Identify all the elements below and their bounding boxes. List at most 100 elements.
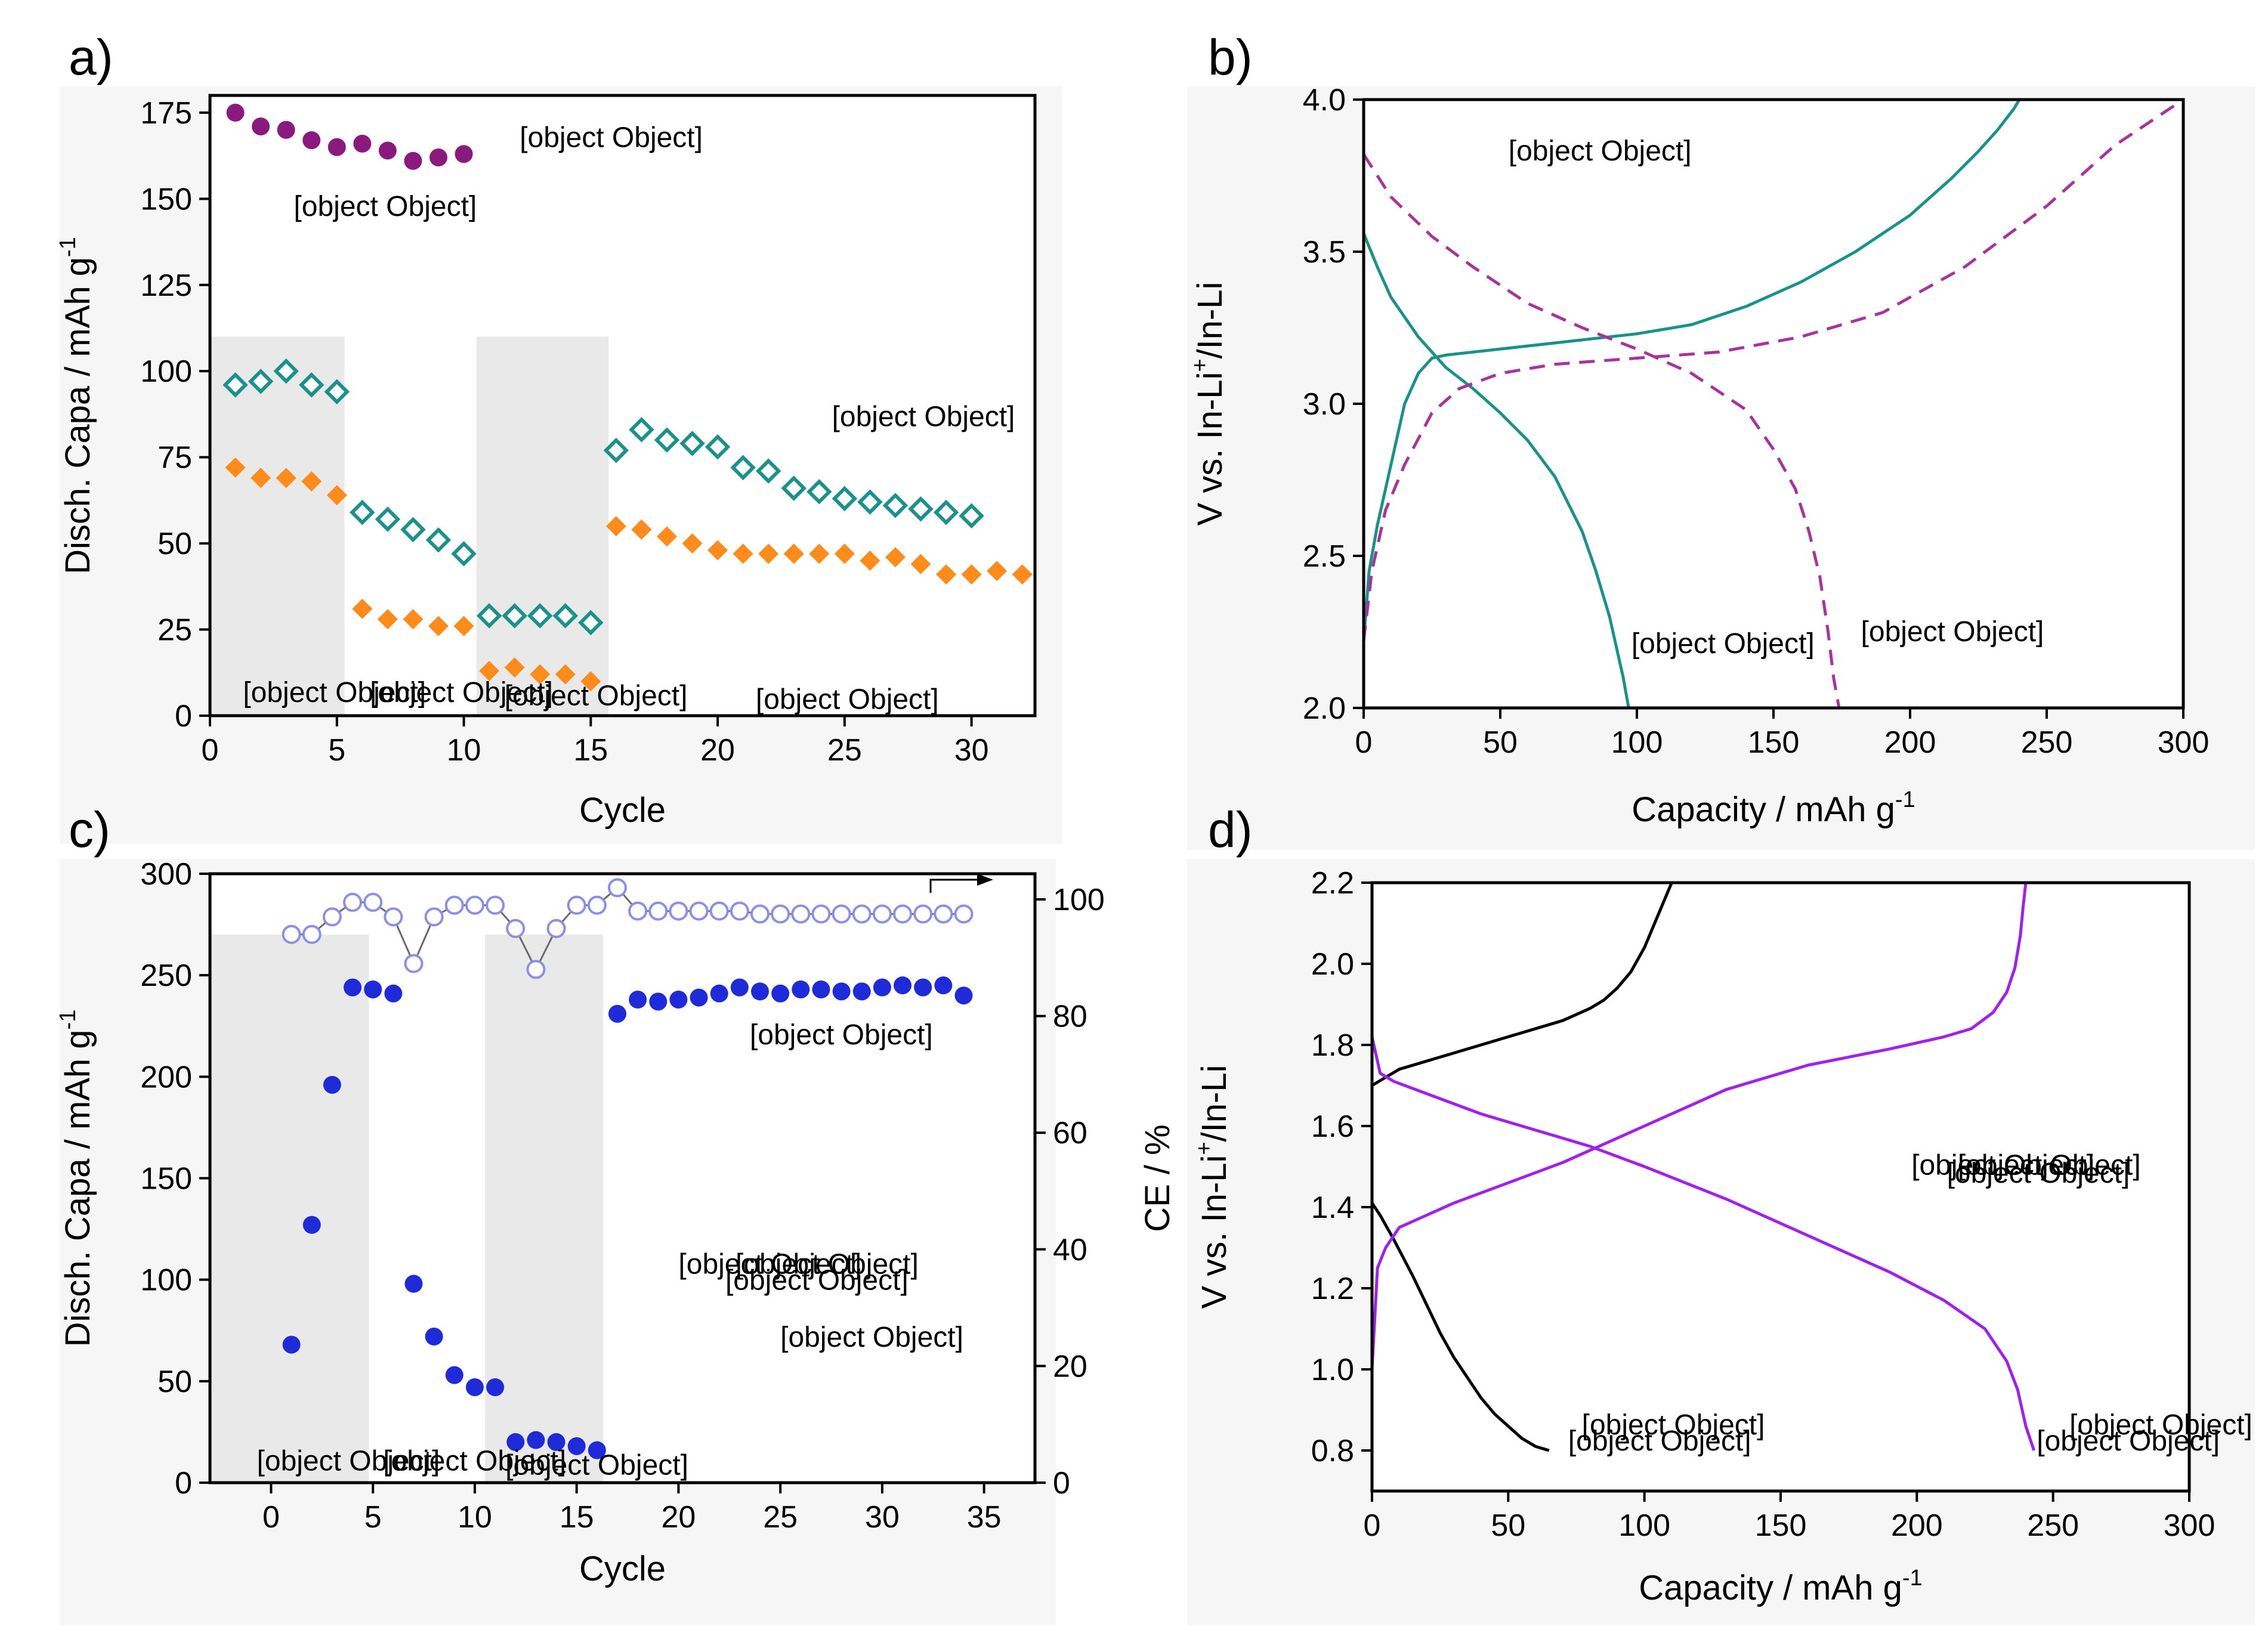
x-tick-label: 35 [967,1500,1002,1535]
data-point [707,540,728,561]
y-tick-label: 200 [140,1060,192,1094]
plot-frame [1370,881,2191,1493]
data-point [248,369,274,394]
data-point [750,904,770,924]
data-point [910,553,931,574]
data-point [384,984,403,1003]
data-point [465,895,484,915]
data-point [479,660,500,681]
data-point [455,145,473,163]
data-point [913,904,933,924]
x-axis-label-main: Capacity / mAh g [1639,1569,1902,1607]
data-point [832,904,851,924]
x-tick-label: 15 [560,1500,594,1535]
data-point [771,984,790,1003]
data-point [302,924,322,944]
data-point [403,609,424,630]
x-tick-label: 150 [1755,1508,1807,1543]
data-point [733,543,753,564]
data-point [730,978,749,997]
data-point [689,901,709,921]
data-point [608,1004,626,1023]
data-point [656,526,677,547]
x-axis-label: Capacity / mAh g-1 [1632,787,1915,829]
x-tick-label: 30 [865,1500,900,1535]
data-point [649,992,668,1011]
x-tick-label: 0 [262,1500,280,1535]
y2-tick-label: 100 [1053,883,1105,917]
y-tick-label: 2.2 [1311,866,1354,901]
plot-frame [208,872,1037,1484]
data-point [378,141,397,160]
x-axis-label-main: Capacity / mAh g [1632,790,1895,829]
x-tick-label: 300 [2164,1508,2216,1543]
y-tick-label: 150 [140,1162,192,1196]
data-point [792,980,810,998]
data-point [885,547,906,568]
data-point [526,960,546,979]
y-tick-label: 125 [140,268,192,303]
data-point [811,904,831,924]
data-point [629,417,654,443]
x-tick-label: 15 [573,733,608,768]
data-point [375,506,401,532]
annotation: [object Object] [1632,628,1815,660]
data-point [730,454,756,481]
data-point [882,493,909,518]
series-1 [1370,1202,1550,1452]
data-point [578,610,604,636]
y-tick-label: 0.8 [1311,1434,1354,1468]
data-point [807,479,832,505]
data-point [783,543,804,564]
data-point [873,978,891,997]
data-point [301,471,322,492]
data-point [425,527,452,553]
panel-a: a) 0 5 10 15 20 25 30 0 25 50 75 100 125 150 175 Cycle Di… [55,29,1062,844]
data-point [404,151,422,170]
series-1 [282,878,974,979]
plot-area [1372,883,2189,1491]
y-tick-label: 25 [157,613,192,648]
series-2 [1370,882,2028,1370]
annotation: [object Object] [243,677,426,709]
y-tick-label: 100 [140,1263,192,1298]
annotation: [object Object] [293,191,477,222]
series-1 [223,358,984,636]
y2-tick-label: 80 [1053,1000,1087,1034]
x-tick-label: 250 [2021,725,2073,760]
data-point [425,1327,443,1346]
x-tick-label: 0 [1355,725,1373,760]
rate-band-0 [210,935,369,1483]
y-axis-label-main: V vs. In-Li [1191,372,1229,526]
data-point [428,615,449,636]
x-tick-label: 250 [2027,1508,2079,1543]
right-axis-arrowhead [977,874,993,886]
annotation: [object Object] [520,122,703,154]
data-point [567,895,586,915]
x-axis-label-main: Cycle [579,791,666,830]
series-line [1362,153,1841,709]
y2-tick-label: 0 [1053,1466,1070,1501]
data-point [445,1366,464,1384]
y-tick-label: 1.8 [1311,1028,1354,1063]
series-line [291,886,964,970]
data-point [350,499,375,525]
y-tick-label: 1.4 [1311,1190,1354,1225]
annotation: [object Object] [1861,616,2044,648]
data-point [832,982,851,1001]
annotation: [object Object] [1509,135,1692,167]
data-point [453,615,474,636]
data-point [377,609,398,630]
data-point [404,954,424,973]
data-point [353,134,372,153]
data-point [987,561,1008,582]
series-line [1362,233,1630,709]
x-tick-label: 30 [954,733,989,768]
x-tick-label: 5 [364,1500,382,1535]
panel-letter: b) [1208,29,1253,85]
rate-band-0 [210,336,345,716]
data-point [669,991,688,1009]
series-2 [1362,98,2184,642]
y-axis-label-main: Disch. Capa / mAh g [58,257,97,574]
